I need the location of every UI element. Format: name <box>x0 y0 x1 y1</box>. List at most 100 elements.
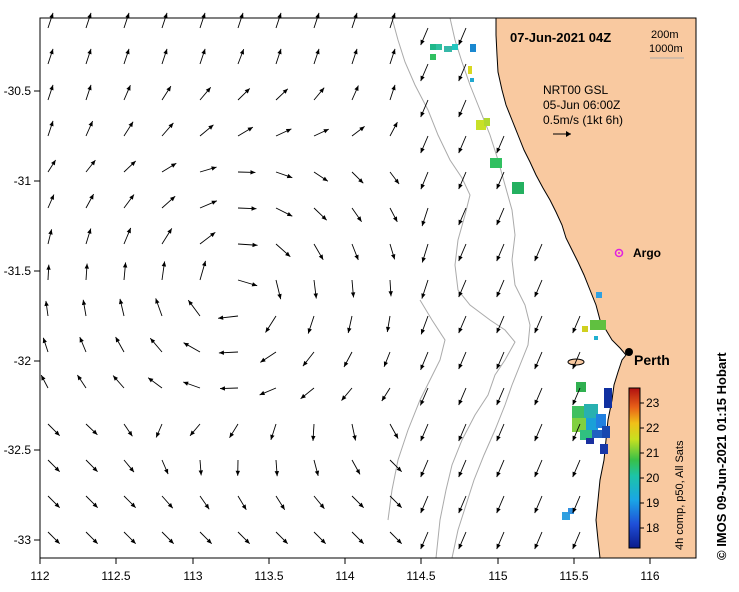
current-vector-head <box>92 466 98 472</box>
current-vector-head <box>391 254 396 260</box>
current-vector-head <box>205 87 211 93</box>
current-vector-head <box>534 255 539 262</box>
y-tick--32: -32 <box>14 354 40 368</box>
current-vector-head <box>286 212 293 217</box>
current-vector-head <box>244 88 250 94</box>
current-vector-head <box>44 300 49 307</box>
current-vector-head <box>201 48 206 55</box>
isobath-1000m <box>449 17 531 559</box>
current-vector-head <box>54 430 60 436</box>
current-vector-head <box>90 160 96 166</box>
current-vector-head <box>496 183 501 190</box>
current-vector-head <box>286 173 293 179</box>
current-vector-head <box>421 293 426 299</box>
current-vector-head <box>49 84 54 91</box>
current-vector-head <box>396 466 402 472</box>
current-vector-head <box>323 129 329 134</box>
argo-label: Argo <box>633 246 661 260</box>
isobath-200m <box>391 17 516 559</box>
current-vector-head <box>113 375 118 381</box>
current-vector-head <box>46 264 51 270</box>
current-vector-head <box>458 471 463 478</box>
colorbar-tick-label: 20 <box>646 471 660 485</box>
isobath-shelf-bend <box>387 299 446 521</box>
perth-marker: Perth <box>625 348 670 368</box>
current-vector-head <box>49 12 54 19</box>
current-vector-head <box>420 328 425 335</box>
current-vector-head <box>420 364 425 370</box>
colorbar-tick-label: 22 <box>646 421 660 435</box>
current-vector-head <box>251 282 258 287</box>
current-vector-head <box>49 120 54 127</box>
colorbar-tick-21: 21 <box>640 446 660 460</box>
sst-colorbar: 18 19 20 21 22 23 4h comp, p50, All Sats <box>628 387 686 550</box>
current-vector-head <box>321 215 327 221</box>
current-vector-head <box>388 291 393 297</box>
current-vector-head <box>54 466 60 472</box>
current-vector-head <box>315 48 320 55</box>
x-tick-label: 115.5 <box>559 569 588 583</box>
x-tick-114.5: 114.5 <box>406 558 436 583</box>
current-vector-head <box>130 538 136 544</box>
current-vector-head <box>496 363 501 370</box>
y-tick-label: -30.5 <box>4 84 32 98</box>
city-label: Perth <box>634 352 670 368</box>
current-vector-head <box>420 147 425 154</box>
current-vector-head <box>458 255 463 262</box>
current-vector-head <box>168 122 174 129</box>
current-vector-head <box>534 327 539 334</box>
current-vector-head <box>352 435 357 441</box>
x-tick-113.5: 113.5 <box>254 558 284 583</box>
current-vector-head <box>155 298 160 304</box>
current-vector-head <box>314 470 320 476</box>
x-tick-116: 116 <box>640 558 660 583</box>
source-scale: 0.5m/s (1kt 6h) <box>543 113 623 127</box>
current-vector-head <box>274 471 279 477</box>
colorbar-tick-label: 21 <box>646 446 660 460</box>
current-vector-head <box>347 327 352 333</box>
current-vector-head <box>341 395 347 401</box>
current-vector-head <box>54 502 60 508</box>
current-vector-head <box>318 254 324 260</box>
current-vector-head <box>280 504 285 510</box>
current-vector-head <box>496 507 501 514</box>
argo-float: Argo <box>614 246 661 260</box>
current-vector-head <box>386 326 391 332</box>
current-vector-head <box>420 399 425 406</box>
current-vector-head <box>92 502 98 508</box>
current-vector-head <box>572 507 577 514</box>
current-vector-head <box>356 216 362 222</box>
current-vector-head <box>572 399 577 406</box>
legend-1000m: 1000m <box>649 43 683 55</box>
x-tick-label: 115 <box>488 569 507 583</box>
current-vector-head <box>252 242 258 248</box>
current-vector-head <box>259 390 265 395</box>
current-vector-head <box>420 543 425 550</box>
x-tick-label: 113 <box>183 569 202 583</box>
current-vector-head <box>201 12 206 19</box>
current-vector-head <box>130 502 136 508</box>
y-tick--31.5: -31.5 <box>4 264 40 278</box>
current-vector-head <box>458 543 463 550</box>
current-vector-head <box>218 350 224 355</box>
current-vector-head <box>51 160 56 166</box>
current-vector-head <box>358 502 364 508</box>
current-vector-head <box>394 178 400 184</box>
current-vector-head <box>458 327 463 334</box>
current-vector-head <box>359 126 365 132</box>
current-vector-head <box>458 435 463 442</box>
y-tick--32.5: -32.5 <box>4 443 40 457</box>
scale-arrow-head <box>566 131 571 137</box>
current-vector-head <box>87 228 92 234</box>
current-vector-head <box>391 12 396 19</box>
colorbar-tick-label: 23 <box>646 396 660 410</box>
current-vector-head <box>344 361 349 367</box>
legend-200m: 200m <box>651 29 679 41</box>
current-vector-head <box>396 538 402 544</box>
current-vector-head <box>183 381 189 386</box>
current-vector-head <box>122 262 128 268</box>
current-vector-head <box>353 48 358 55</box>
current-vector-head <box>534 399 539 406</box>
y-tick-label: -33 <box>14 533 32 547</box>
current-vector-head <box>458 399 463 406</box>
